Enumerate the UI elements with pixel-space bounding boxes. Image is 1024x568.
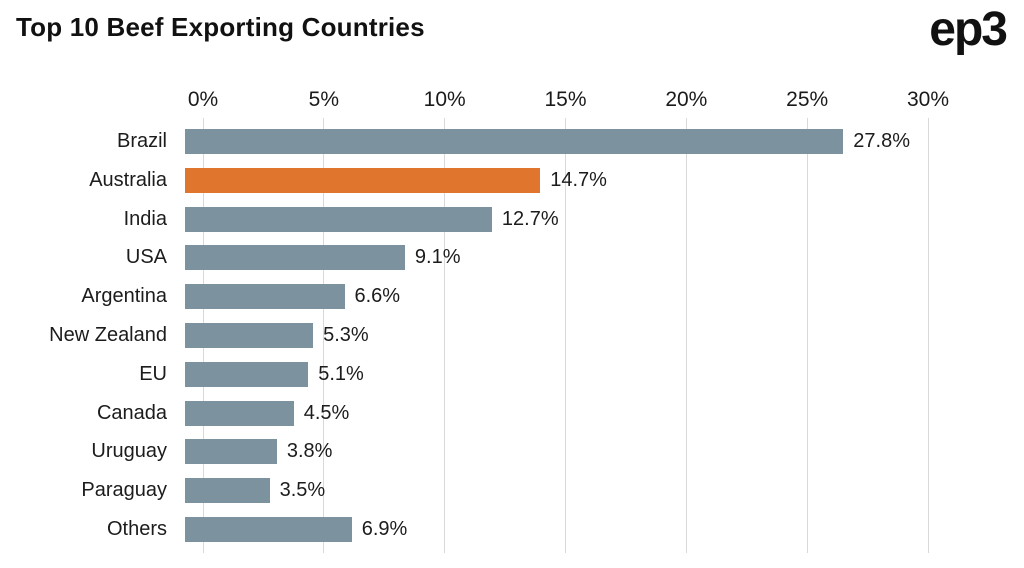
bar-track: 6.9% — [185, 517, 910, 543]
bar-track: 5.3% — [185, 322, 910, 348]
category-label: Uruguay — [91, 440, 167, 463]
value-label: 27.8% — [853, 129, 910, 152]
bar-others — [185, 517, 352, 543]
bar-row: EU 5.1% — [0, 355, 1024, 394]
value-label: 14.7% — [550, 168, 607, 191]
bar-row: New Zealand 5.3% — [0, 316, 1024, 355]
category-label: EU — [139, 362, 167, 385]
bar-rows: Brazil 27.8% Australia 14.7% India 12.7% USA 9.… — [0, 122, 1024, 549]
bar-track: 27.8% — [185, 128, 910, 154]
bar-track: 3.5% — [185, 478, 910, 504]
category-label: Argentina — [81, 285, 167, 308]
value-label: 4.5% — [303, 401, 350, 424]
bar-track: 5.1% — [185, 361, 910, 387]
x-axis-tick-label: 20% — [665, 88, 708, 111]
category-label: Australia — [89, 168, 167, 191]
bar-track: 14.7% — [185, 167, 910, 193]
x-axis-tick-label: 25% — [786, 88, 829, 111]
bar-track: 3.8% — [185, 439, 910, 465]
bar-row: Argentina 6.6% — [0, 277, 1024, 316]
bar-row: India 12.7% — [0, 200, 1024, 239]
category-label: Paraguay — [81, 479, 167, 502]
bar-brazil — [185, 128, 844, 154]
bar-paraguay — [185, 478, 270, 504]
bar-india — [185, 206, 492, 232]
bar-usa — [185, 245, 405, 271]
value-label: 3.5% — [279, 479, 326, 502]
value-label: 12.7% — [501, 207, 559, 230]
gridline — [927, 118, 929, 553]
gridline — [806, 118, 808, 553]
gridline — [323, 118, 325, 553]
category-label: Canada — [96, 401, 167, 424]
category-label: New Zealand — [49, 323, 167, 346]
bar-row: Others 6.9% — [0, 510, 1024, 549]
value-label: 5.3% — [323, 323, 369, 346]
bar-row: Paraguay 3.5% — [0, 471, 1024, 510]
x-axis-tick-label: 0% — [187, 88, 219, 111]
gridline — [444, 118, 446, 553]
ep3-logo: ep3 — [929, 3, 1008, 56]
bar-row: Brazil 27.8% — [0, 122, 1024, 161]
value-label: 9.1% — [414, 246, 461, 269]
value-label: 6.9% — [361, 518, 408, 541]
gridline — [565, 118, 566, 553]
category-label: Brazil — [116, 129, 167, 152]
bar-chart: Brazil 27.8% Australia 14.7% India 12.7% USA 9.… — [0, 118, 1024, 553]
value-label: 3.8% — [286, 440, 333, 463]
bar-track: 4.5% — [185, 400, 910, 426]
bar-track: 6.6% — [185, 284, 910, 310]
x-axis-tick-label: 15% — [544, 88, 587, 111]
bar-row: Australia 14.7% — [0, 161, 1024, 200]
category-label: USA — [125, 246, 167, 269]
x-axis-tick-label: 30% — [906, 88, 950, 111]
value-label: 6.6% — [354, 285, 401, 308]
bar-track: 12.7% — [185, 206, 910, 232]
category-label: India — [123, 207, 167, 230]
bar-row: Uruguay 3.8% — [0, 433, 1024, 472]
x-axis-tick-label: 10% — [423, 88, 466, 111]
bar-argentina — [185, 284, 345, 310]
bar-eu — [185, 361, 309, 387]
gridline — [685, 118, 687, 553]
x-axis: 0% 5% 10% 15% 20% 25% 30% — [188, 84, 949, 112]
x-axis-tick-label: 5% — [308, 88, 340, 111]
bar-canada — [185, 400, 294, 426]
bar-row: Canada 4.5% — [0, 394, 1024, 433]
bar-uruguay — [185, 439, 277, 465]
bar-new-zealand — [185, 322, 314, 348]
category-label: Others — [106, 518, 167, 541]
bar-row: USA 9.1% — [0, 238, 1024, 277]
bar-track: 9.1% — [185, 245, 910, 271]
chart-title: Top 10 Beef Exporting Countries — [16, 12, 425, 42]
value-label: 5.1% — [318, 362, 364, 385]
bar-australia — [185, 167, 541, 193]
